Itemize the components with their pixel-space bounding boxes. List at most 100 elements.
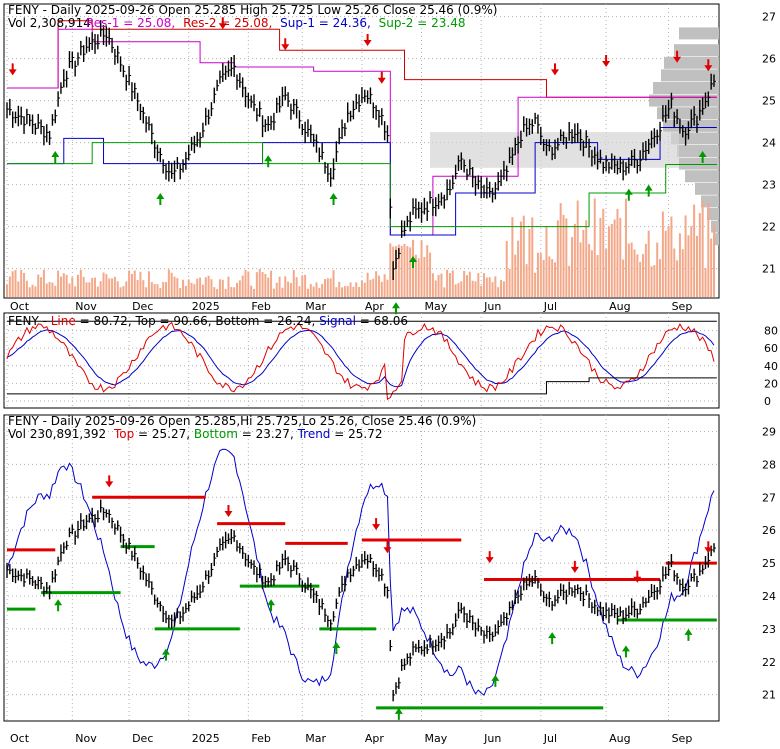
y-tick-label: 24: [762, 590, 776, 603]
trend-bottom-value: = 23.27,: [242, 427, 298, 441]
osc-bottom-value: = 26.24,: [263, 314, 319, 328]
osc-bottom-label: Bottom: [215, 314, 259, 328]
sell-arrow: [550, 63, 559, 76]
buy-arrow: [624, 188, 633, 201]
trend-bottom-label: Bottom: [194, 427, 238, 441]
x-tick-label: Jul: [543, 300, 557, 313]
x-tick-label: Apr: [365, 732, 385, 745]
buy-arrow: [491, 674, 500, 687]
buy-arrow: [409, 256, 418, 268]
x-tick-label: Dec: [132, 732, 153, 745]
y-tick-label: 20: [764, 377, 778, 390]
buy-arrow: [391, 302, 400, 315]
buy-arrow: [162, 648, 171, 661]
x-tick-label: Feb: [251, 732, 270, 745]
x-tick-label: May: [425, 300, 448, 313]
legend-sup1: Sup-1 = 24.36,: [280, 16, 371, 30]
x-tick-label: Oct: [10, 300, 30, 313]
volume-profile-bar: [713, 233, 719, 246]
x-tick-label: Sep: [672, 300, 693, 313]
sell-arrow: [281, 38, 290, 51]
y-tick-label: 60: [764, 342, 778, 355]
volume-profile-bar: [685, 170, 719, 183]
trend-top-value: = 25.27,: [138, 427, 194, 441]
volume-profile-bar: [674, 44, 719, 57]
y-tick-label: 23: [762, 623, 776, 636]
y-tick-label: 21: [762, 263, 776, 276]
buy-arrow: [394, 707, 403, 720]
indicator-lines: [6, 20, 717, 710]
volume-profile-bar: [653, 82, 719, 94]
y-tick-label: 22: [762, 221, 776, 234]
buy-arrow: [332, 642, 341, 655]
sell-arrow: [218, 17, 227, 30]
volume-profile-bar: [701, 195, 719, 208]
x-tick-label: Mar: [305, 300, 326, 313]
trend-top-label: Top: [113, 427, 134, 441]
osc-bottom-line: [7, 377, 717, 395]
x-tick-label: Jun: [483, 300, 501, 313]
legend-sup2: Sup-2 = 23.48: [379, 16, 466, 30]
x-tick-label: Nov: [75, 300, 97, 313]
x-tick-label: Oct: [10, 732, 30, 745]
volume-profile-bar: [657, 107, 719, 120]
volume-profile-bar: [707, 208, 719, 220]
x-tick-label: 2025: [192, 732, 220, 745]
volume-profile-bar: [679, 27, 719, 40]
sell-arrow: [363, 34, 372, 46]
volume-profile-bar: [661, 69, 719, 82]
sell-arrow: [673, 50, 682, 63]
y-tick-label: 40: [764, 360, 778, 373]
trend-line: [6, 448, 715, 696]
buy-arrow: [51, 151, 60, 163]
buy-arrow: [644, 184, 653, 197]
x-tick-label: Aug: [609, 300, 630, 313]
osc-line-value: = 80.72,: [80, 314, 136, 328]
y-tick-label: 27: [762, 11, 776, 24]
osc-top-value: = 90.66,: [160, 314, 216, 328]
price-bars: [6, 20, 716, 702]
x-tick-label: Sep: [672, 732, 693, 745]
oscillator-panel-legend: FENY - Line = 80.72, Top = 90.66, Bottom…: [8, 314, 408, 328]
x-tick-label: May: [425, 732, 448, 745]
price-panel-legend: Res-1 = 25.08, Res-2 = 25.08, Sup-1 = 24…: [86, 16, 465, 30]
volume-profile-bar: [677, 145, 719, 157]
res1-line: [7, 28, 717, 236]
x-tick-label: Dec: [132, 300, 153, 313]
buy-arrow: [684, 628, 693, 641]
sell-arrow: [383, 541, 392, 554]
x-tick-label: Mar: [305, 732, 326, 745]
y-tick-label: 21: [762, 689, 776, 702]
legend-res2: Res-2 = 25.08,: [183, 16, 272, 30]
y-tick-label: 28: [762, 458, 776, 471]
volume-bars: [6, 198, 715, 297]
osc-signal-value: = 68.06: [360, 314, 408, 328]
sell-arrow: [377, 71, 386, 84]
sell-arrow: [485, 551, 494, 564]
volume-profile-bar: [679, 157, 719, 170]
osc-prefix: FENY -: [8, 314, 51, 328]
buy-arrow: [548, 632, 557, 645]
x-tick-label: 2025: [192, 300, 220, 313]
price-panel-title: FENY - Daily 2025-09-26 Open 25.285 High…: [8, 3, 497, 17]
osc-top-label: Top: [134, 314, 155, 328]
sell-arrow: [602, 55, 611, 67]
oscillator-panel-frame: [3, 312, 720, 409]
x-tick-label: Apr: [365, 300, 385, 313]
trend-panel-title: FENY - Daily 2025-09-26 Open 25.285,Hi 2…: [8, 414, 476, 428]
y-tick-label: 23: [762, 179, 776, 192]
sell-arrow: [704, 541, 713, 554]
axis-labels: 27 26 25 24 23 22 21 80 60 40 20 0 29 28 27 26 25 24 23 22 2…: [10, 11, 778, 745]
trend-volume: Vol 230,891,392: [8, 427, 106, 441]
sup2-line: [7, 142, 717, 228]
buy-arrow: [156, 193, 165, 205]
y-tick-label: 27: [762, 491, 776, 504]
y-tick-label: 0: [764, 395, 771, 408]
x-tick-label: Aug: [609, 732, 630, 745]
signal-arrows: [8, 17, 713, 720]
trend-trend-label: Trend: [297, 427, 331, 441]
x-tick-label: Nov: [75, 732, 97, 745]
buy-arrow: [329, 193, 338, 205]
sell-arrow: [224, 505, 233, 517]
